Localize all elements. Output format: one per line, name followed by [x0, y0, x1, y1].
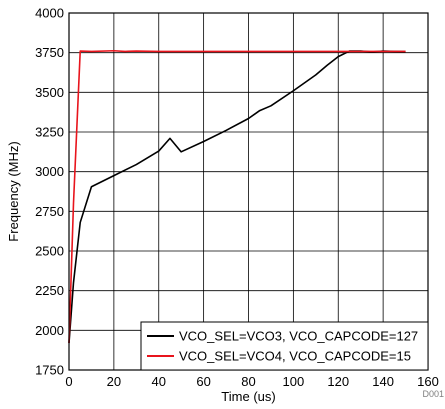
y-tick-label: 2250 [35, 283, 64, 298]
y-tick-label: 3750 [35, 45, 64, 60]
series-layer [68, 49, 406, 344]
x-tick-label: 140 [372, 374, 394, 389]
y-tick-label: 3000 [35, 164, 64, 179]
legend-label-series-0: VCO_SEL=VCO3, VCO_CAPCODE=127 [179, 329, 418, 344]
x-tick-label: 20 [107, 374, 121, 389]
y-tick-label: 3500 [35, 85, 64, 100]
figure-id-watermark: D001 [422, 389, 444, 399]
y-tick-label: 2500 [35, 244, 64, 259]
y-tick-label: 2750 [35, 204, 64, 219]
x-tick-label: 100 [283, 374, 305, 389]
y-tick-labels: 1750 2000 2250 2500 2750 3000 3250 3500 3750 4000 [35, 6, 64, 378]
grid-layer [68, 12, 429, 371]
x-tick-label: 40 [152, 374, 166, 389]
x-tick-label: 0 [65, 374, 72, 389]
legend-label-series-1: VCO_SEL=VCO4, VCO_CAPCODE=15 [179, 349, 411, 364]
series-line-1 [68, 49, 406, 344]
x-tick-label: 120 [327, 374, 349, 389]
x-axis-title: Time (us) [221, 389, 275, 404]
y-tick-label: 4000 [35, 6, 64, 21]
series-line-0 [68, 50, 406, 344]
x-tick-label: 80 [241, 374, 255, 389]
x-tick-label: 60 [196, 374, 210, 389]
legend-box [140, 321, 429, 371]
y-tick-label: 1750 [35, 363, 64, 378]
x-tick-labels: 0 20 40 60 80 100 120 140 160 [65, 374, 438, 389]
y-tick-label: 2000 [35, 323, 64, 338]
x-tick-label: 160 [417, 374, 439, 389]
y-tick-label: 3250 [35, 125, 64, 140]
legend: VCO_SEL=VCO3, VCO_CAPCODE=127 VCO_SEL=VC… [140, 321, 429, 371]
y-axis-title: Frequency (MHz) [6, 141, 21, 241]
